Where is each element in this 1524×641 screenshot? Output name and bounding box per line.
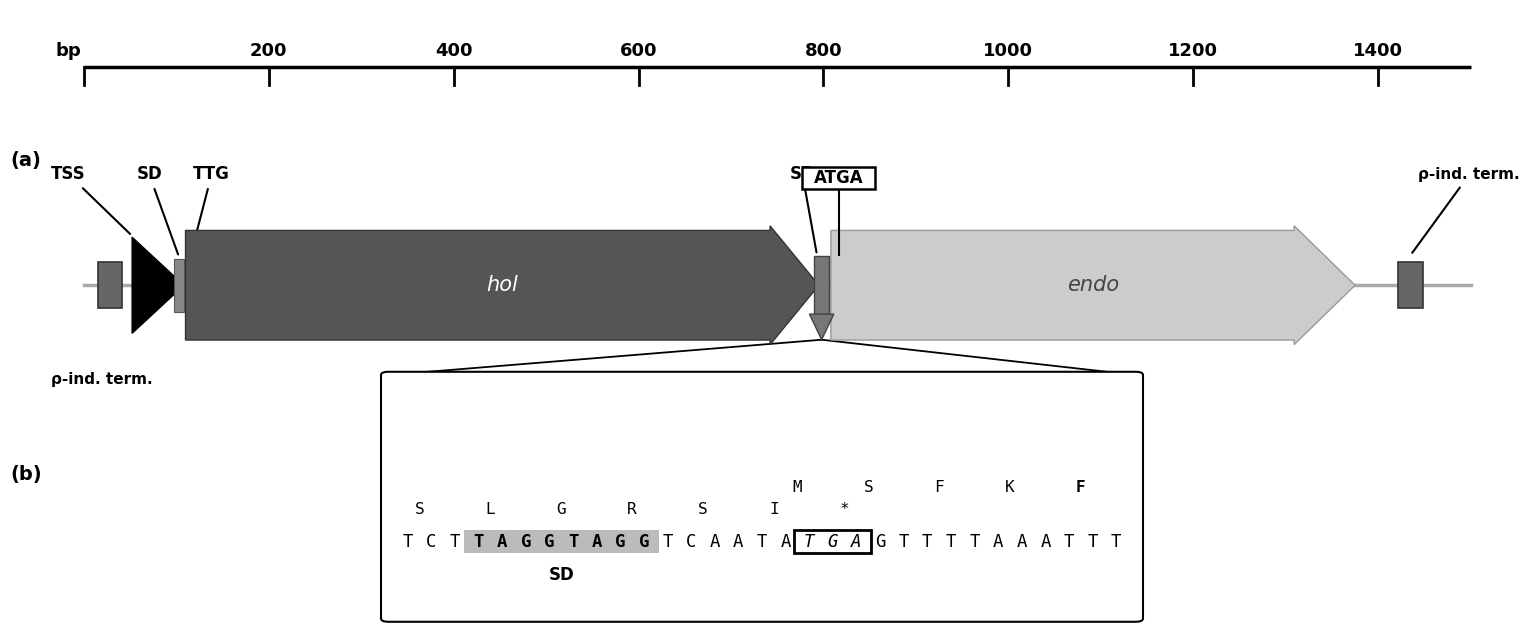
Bar — [794, 530, 872, 553]
Text: A: A — [733, 533, 744, 551]
Text: A: A — [591, 533, 602, 551]
Text: A: A — [1041, 533, 1050, 551]
FancyArrow shape — [186, 226, 818, 345]
Bar — [802, 167, 875, 189]
Text: 1400: 1400 — [1353, 42, 1404, 60]
Bar — [174, 259, 184, 312]
Text: TTG: TTG — [190, 165, 230, 254]
Text: C: C — [427, 533, 436, 551]
Text: A: A — [852, 533, 861, 551]
Text: 1000: 1000 — [983, 42, 1033, 60]
Text: A: A — [497, 533, 507, 551]
Text: T: T — [805, 533, 814, 551]
Text: endo: endo — [1067, 275, 1119, 296]
Text: ATGA: ATGA — [814, 169, 864, 187]
Text: 1200: 1200 — [1169, 42, 1218, 60]
Bar — [463, 530, 658, 553]
Text: S: S — [698, 503, 707, 517]
Text: 200: 200 — [250, 42, 288, 60]
Text: SD: SD — [789, 165, 817, 253]
Polygon shape — [809, 314, 834, 340]
Text: T: T — [402, 533, 413, 551]
Bar — [1399, 262, 1423, 308]
Text: T: T — [922, 533, 933, 551]
FancyArrow shape — [831, 226, 1355, 345]
Text: K: K — [1006, 481, 1015, 495]
Text: T: T — [757, 533, 767, 551]
Text: A: A — [994, 533, 1003, 551]
Text: G: G — [556, 503, 565, 517]
Text: G: G — [875, 533, 885, 551]
Text: I: I — [770, 503, 779, 517]
Text: *: * — [840, 503, 849, 517]
FancyBboxPatch shape — [381, 372, 1143, 622]
Text: T: T — [1064, 533, 1074, 551]
Text: 600: 600 — [620, 42, 657, 60]
Text: T: T — [969, 533, 980, 551]
Text: C: C — [686, 533, 696, 551]
Text: A: A — [710, 533, 719, 551]
Text: 800: 800 — [805, 42, 843, 60]
Text: (a): (a) — [11, 151, 41, 170]
Text: S: S — [864, 481, 873, 495]
Text: T: T — [474, 533, 483, 551]
Text: T: T — [663, 533, 672, 551]
Text: G: G — [828, 533, 838, 551]
Text: 400: 400 — [434, 42, 472, 60]
Text: T: T — [1111, 533, 1122, 551]
Text: (b): (b) — [11, 465, 43, 484]
Text: S: S — [415, 503, 424, 517]
Text: A: A — [1017, 533, 1027, 551]
Text: G: G — [616, 533, 625, 551]
Text: A: A — [780, 533, 791, 551]
Text: R: R — [628, 503, 637, 517]
Text: L: L — [486, 503, 495, 517]
Polygon shape — [133, 237, 184, 333]
Text: T: T — [568, 533, 578, 551]
Text: F: F — [1076, 481, 1085, 495]
Text: M: M — [792, 481, 802, 495]
Text: G: G — [544, 533, 555, 551]
Text: ρ-ind. term.: ρ-ind. term. — [52, 372, 152, 387]
Text: bp: bp — [55, 42, 81, 60]
Text: ρ-ind. term.: ρ-ind. term. — [1413, 167, 1519, 253]
Text: T: T — [450, 533, 460, 551]
Text: SD: SD — [136, 165, 178, 254]
Text: SD: SD — [549, 566, 575, 584]
Text: T: T — [946, 533, 956, 551]
Text: T: T — [1088, 533, 1097, 551]
Text: T: T — [899, 533, 908, 551]
Text: hol: hol — [486, 275, 518, 296]
Text: F: F — [934, 481, 943, 495]
Text: TSS: TSS — [52, 165, 130, 234]
Text: G: G — [521, 533, 530, 551]
Text: G: G — [639, 533, 649, 551]
Bar — [98, 262, 122, 308]
Bar — [814, 256, 829, 314]
